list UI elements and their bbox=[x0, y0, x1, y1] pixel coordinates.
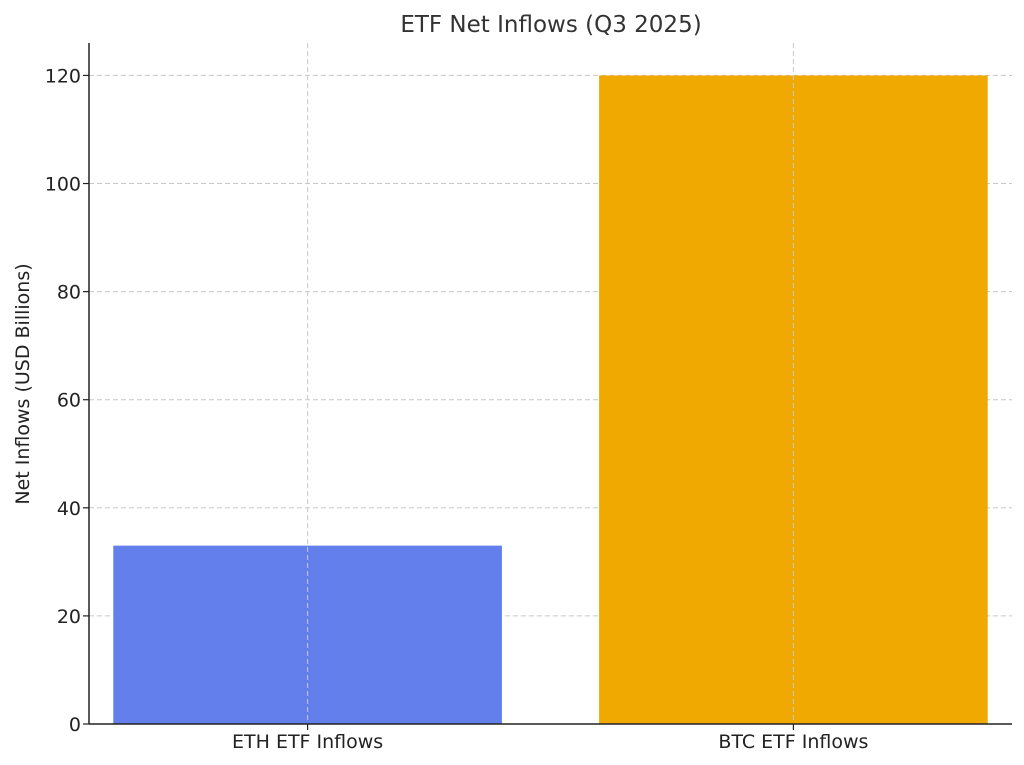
chart-title: ETF Net Inflows (Q3 2025) bbox=[400, 12, 701, 38]
y-tick-label-20: 20 bbox=[57, 606, 81, 628]
ticks-layer: 0 20 40 60 80 100 120 ETH ETF Inflows BTC ETF In… bbox=[45, 65, 869, 753]
y-tick-label-60: 60 bbox=[57, 390, 81, 412]
y-tick-label-120: 120 bbox=[45, 65, 81, 87]
y-tick-label-100: 100 bbox=[45, 174, 81, 196]
vertical-grid-layer bbox=[307, 43, 794, 724]
x-tick-label-1: BTC ETF Inflows bbox=[718, 731, 868, 753]
y-tick-label-80: 80 bbox=[57, 282, 81, 304]
y-tick-label-0: 0 bbox=[69, 714, 81, 736]
x-tick-label-0: ETH ETF Inflows bbox=[232, 731, 383, 753]
y-axis-label: Net Inflows (USD Billions) bbox=[12, 263, 34, 504]
axes-layer bbox=[88, 43, 1012, 725]
y-tick-label-40: 40 bbox=[57, 498, 81, 520]
